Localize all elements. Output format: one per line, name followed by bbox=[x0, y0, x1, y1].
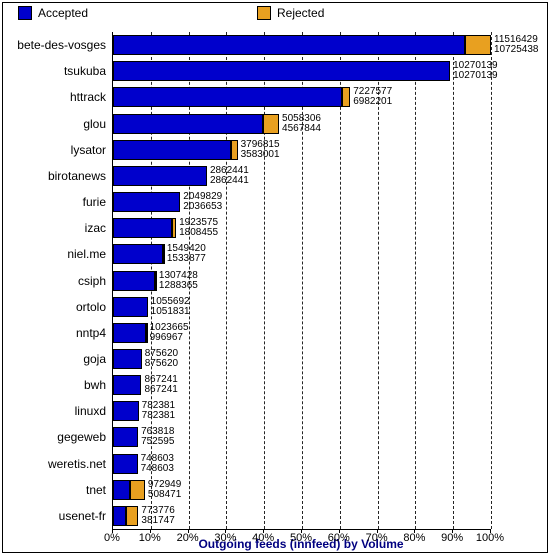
bar-rejected bbox=[130, 480, 145, 500]
bar-value-accepted: 508471 bbox=[148, 490, 181, 500]
gridline bbox=[453, 32, 454, 529]
y-axis-label: lysator bbox=[0, 144, 106, 156]
bar-rejected bbox=[263, 114, 279, 134]
bar-value-accepted: 381747 bbox=[141, 516, 174, 526]
bar-accepted bbox=[113, 218, 172, 238]
bar-value-accepted: 6982201 bbox=[353, 97, 392, 107]
bar-value-total: 1307428 bbox=[159, 271, 198, 281]
bar-accepted bbox=[113, 297, 148, 317]
y-axis-label: tsukuba bbox=[0, 65, 106, 77]
y-axis-label: usenet-fr bbox=[0, 510, 106, 522]
bar-rejected bbox=[231, 140, 238, 160]
bar-value-accepted: 2036653 bbox=[183, 202, 222, 212]
x-tick-label: 30% bbox=[214, 532, 236, 544]
bar-value-accepted: 782381 bbox=[142, 411, 175, 421]
bar-accepted bbox=[113, 35, 465, 55]
bar-value-accepted: 2862441 bbox=[210, 176, 249, 186]
y-axis-label: nntp4 bbox=[0, 327, 106, 339]
bar-accepted bbox=[113, 61, 450, 81]
bar-accepted bbox=[113, 114, 263, 134]
bar-accepted bbox=[113, 427, 138, 447]
bar-value-accepted: 4567844 bbox=[282, 124, 321, 134]
y-axis-label: ortolo bbox=[0, 301, 106, 313]
bar-value-accepted: 752595 bbox=[141, 437, 174, 447]
x-tick-label: 10% bbox=[139, 532, 161, 544]
x-tick-label: 90% bbox=[441, 532, 463, 544]
legend-item: Accepted bbox=[18, 6, 88, 20]
bar-value-accepted: 1288365 bbox=[159, 281, 198, 291]
legend-swatch bbox=[18, 6, 32, 20]
bar-value-accepted: 996967 bbox=[150, 333, 183, 343]
bar-accepted bbox=[113, 454, 138, 474]
legend-item: Rejected bbox=[257, 6, 324, 20]
bar-accepted bbox=[113, 506, 126, 526]
bar-rejected bbox=[146, 323, 148, 343]
bar-rejected bbox=[155, 271, 157, 291]
y-axis-label: bwh bbox=[0, 379, 106, 391]
bar-value-accepted: 867241 bbox=[144, 385, 177, 395]
legend: Accepted Rejected bbox=[0, 6, 550, 28]
y-axis-label: furie bbox=[0, 196, 106, 208]
bar-accepted bbox=[113, 140, 231, 160]
bar-rejected bbox=[465, 35, 491, 55]
y-axis-label: tnet bbox=[0, 484, 106, 496]
bar-accepted bbox=[113, 480, 130, 500]
x-tick-label: 50% bbox=[290, 532, 312, 544]
y-axis-label: glou bbox=[0, 118, 106, 130]
bar-rejected bbox=[126, 506, 139, 526]
gridline bbox=[415, 32, 416, 529]
y-axis-label: httrack bbox=[0, 91, 106, 103]
y-axis-label: goja bbox=[0, 353, 106, 365]
bar-value-accepted: 1808455 bbox=[179, 228, 218, 238]
bar-accepted bbox=[113, 401, 139, 421]
bar-value-accepted: 10270139 bbox=[453, 71, 498, 81]
x-tick-label: 100% bbox=[476, 532, 504, 544]
bar-accepted bbox=[113, 349, 142, 369]
bar-accepted bbox=[113, 192, 180, 212]
bar-value-accepted: 3583001 bbox=[241, 150, 280, 160]
y-axis-label: izac bbox=[0, 222, 106, 234]
y-axis-label: gegeweb bbox=[0, 431, 106, 443]
bar-value-accepted: 1533877 bbox=[167, 254, 206, 264]
bar-rejected bbox=[172, 218, 176, 238]
x-tick-label: 70% bbox=[366, 532, 388, 544]
bar-rejected bbox=[163, 244, 165, 264]
bar-accepted bbox=[113, 375, 141, 395]
legend-label: Rejected bbox=[277, 6, 324, 20]
legend-label: Accepted bbox=[38, 6, 88, 20]
bar-rejected bbox=[342, 87, 350, 107]
bar-accepted bbox=[113, 166, 207, 186]
y-axis-label: birotanews bbox=[0, 170, 106, 182]
y-axis-label: csiph bbox=[0, 275, 106, 287]
bar-value-accepted: 10725438 bbox=[494, 45, 539, 55]
bar-value-accepted: 748603 bbox=[141, 464, 174, 474]
x-tick-label: 0% bbox=[104, 532, 120, 544]
x-tick-label: 20% bbox=[177, 532, 199, 544]
bar-value-accepted: 875620 bbox=[145, 359, 178, 369]
bar-accepted bbox=[113, 323, 146, 343]
bar-accepted bbox=[113, 271, 155, 291]
bar-accepted bbox=[113, 87, 342, 107]
y-axis-label: bete-des-vosges bbox=[0, 39, 106, 51]
bar-accepted bbox=[113, 244, 163, 264]
gridline bbox=[491, 32, 492, 529]
bar-value-accepted: 1051831 bbox=[151, 307, 190, 317]
x-tick-label: 40% bbox=[252, 532, 274, 544]
chart-container: Accepted Rejected 11516429107254381027013… bbox=[0, 0, 550, 555]
y-axis-label: niel.me bbox=[0, 248, 106, 260]
plot-area: 1151642910725438102701391027013972275776… bbox=[112, 32, 491, 530]
x-tick-label: 80% bbox=[403, 532, 425, 544]
y-axis-label: weretis.net bbox=[0, 458, 106, 470]
y-axis-label: linuxd bbox=[0, 405, 106, 417]
legend-swatch bbox=[257, 6, 271, 20]
x-tick-label: 60% bbox=[328, 532, 350, 544]
